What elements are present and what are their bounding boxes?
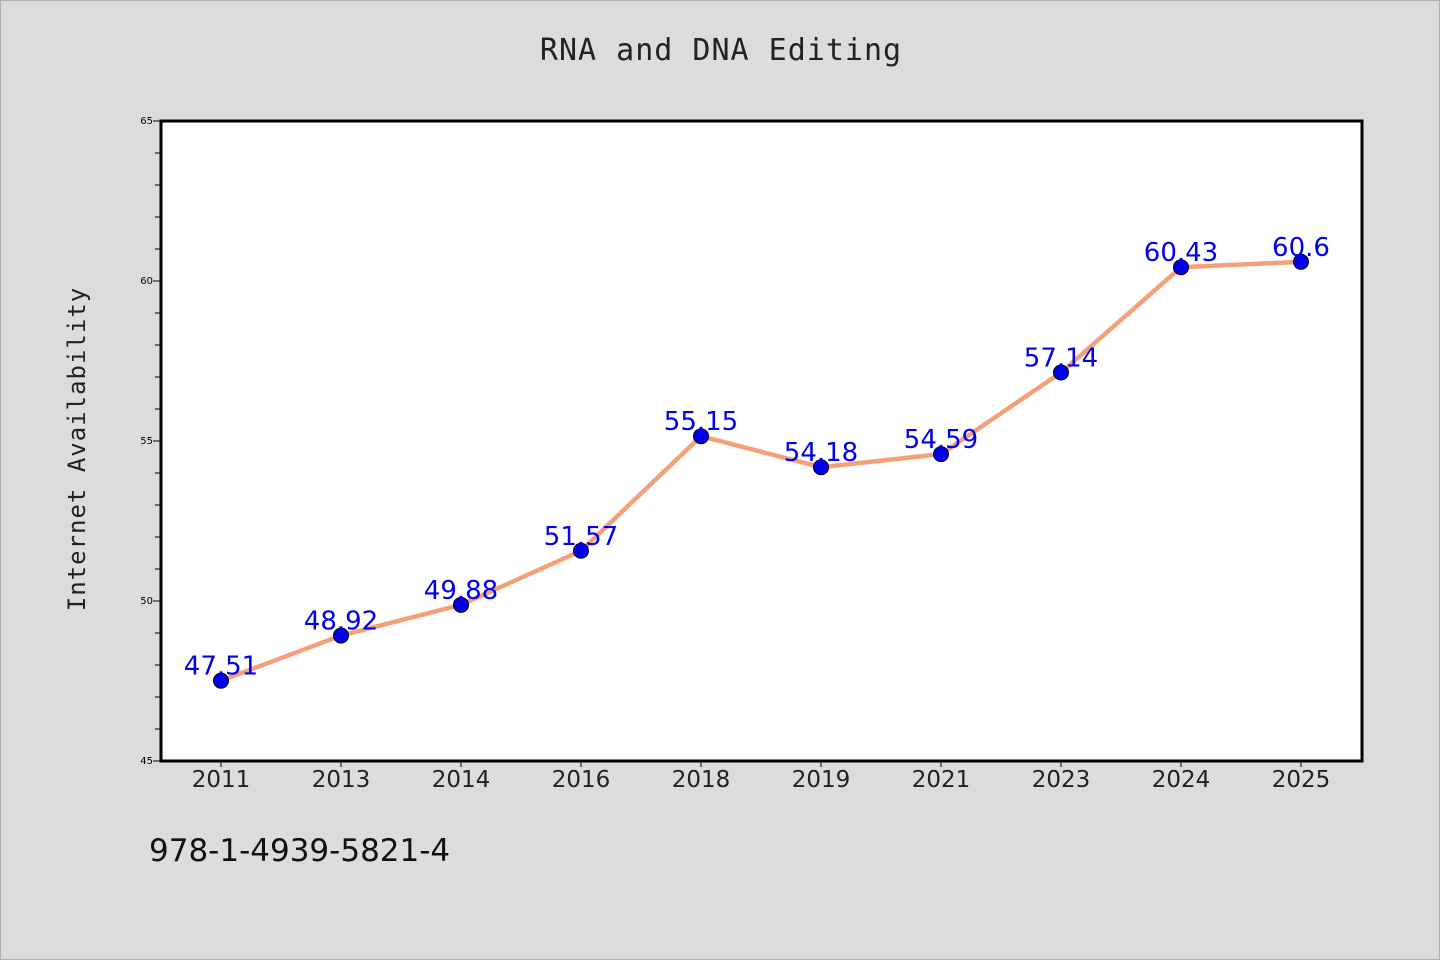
y-tick-label: 65 [140,116,153,127]
y-tick-label: 60 [140,276,153,287]
x-tick-label: 2018 [672,767,731,793]
x-tick-label: 2021 [912,767,971,793]
data-point [1173,259,1189,276]
plot-border [159,119,1364,763]
data-point [453,596,469,613]
data-label: 54.59 [904,425,978,455]
x-tick-label: 2014 [432,767,491,793]
data-point [693,428,709,445]
data-label: 54.18 [784,438,858,468]
data-label: 55.15 [664,407,738,437]
data-point [813,459,829,476]
data-label: 48.92 [304,607,378,637]
data-label: 57.14 [1024,344,1098,374]
y-tick-label: 55 [140,436,153,447]
data-label: 49.88 [424,576,498,606]
data-point [1053,364,1069,381]
data-label: 51.57 [544,522,618,552]
data-point [1293,253,1309,270]
data-point [213,672,229,689]
data-label: 47.51 [184,652,258,682]
x-tick-label: 2024 [1152,767,1211,793]
series-line [218,259,1304,683]
x-tick-label: 2023 [1032,767,1091,793]
data-label: 60.6 [1272,233,1330,263]
x-tick-label: 2025 [1272,767,1331,793]
x-tick-label: 2016 [552,767,611,793]
x-tick-label: 2011 [192,767,251,793]
isbn-text: 978-1-4939-5821-4 [149,833,451,869]
data-point [333,627,349,644]
chart-title: RNA and DNA Editing [539,33,903,68]
y-tick-label: 45 [140,756,153,767]
x-tick-label: 2019 [792,767,851,793]
data-point [933,446,949,463]
plot-area [161,121,1362,761]
y-tick-label: 50 [140,596,153,607]
x-tick-label: 2013 [312,767,371,793]
data-point [573,542,589,559]
data-label: 60.43 [1144,238,1218,268]
